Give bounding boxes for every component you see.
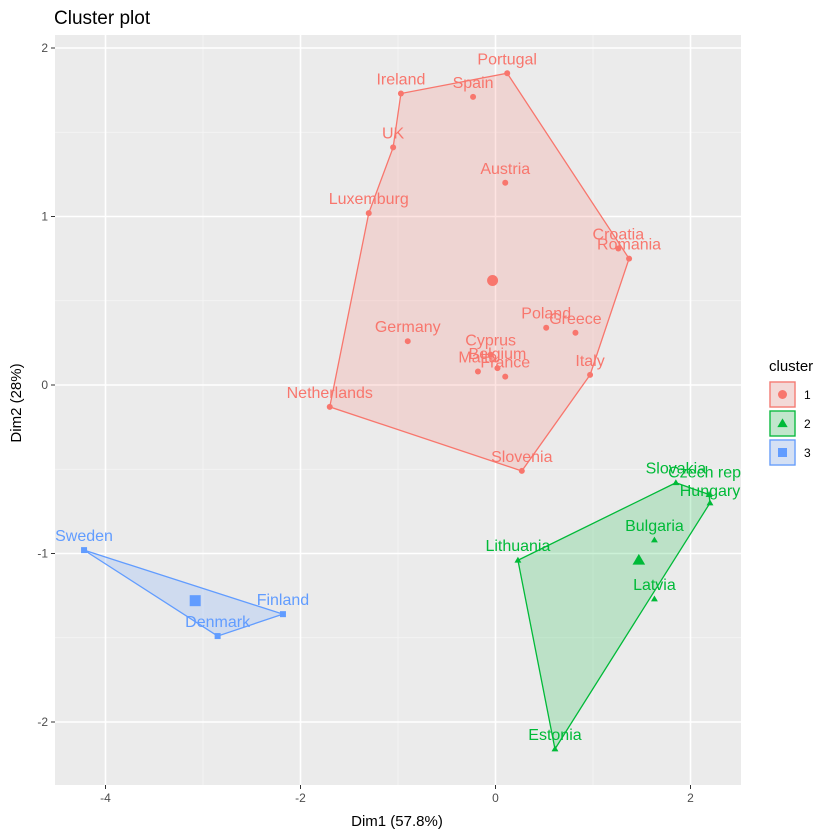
legend: cluster 1 2 3 <box>769 358 813 466</box>
data-point <box>514 556 522 563</box>
legend-title: cluster <box>769 358 813 375</box>
data-point <box>474 368 481 375</box>
x-tick-label: -2 <box>295 791 306 805</box>
legend-label: 2 <box>804 417 811 431</box>
legend-key-marker <box>778 448 787 457</box>
point-label: Greece <box>549 311 602 328</box>
data-point <box>551 745 559 752</box>
point-label: Lithuania <box>485 538 550 555</box>
y-tick-label: -2 <box>37 715 48 729</box>
data-point <box>214 633 221 640</box>
data-point <box>404 338 411 345</box>
point-label: Latvia <box>633 577 676 594</box>
cluster-hull-2 <box>517 482 711 751</box>
y-tick-label: -1 <box>37 547 48 561</box>
data-point <box>487 351 494 358</box>
y-tick-label: 0 <box>41 378 48 392</box>
point-label: Bulgaria <box>625 518 684 535</box>
data-point <box>279 611 286 618</box>
point-label: Slovakia <box>646 461 707 478</box>
point-label: Poland <box>521 306 571 323</box>
data-point <box>650 536 658 543</box>
x-tick-label: 2 <box>687 791 694 805</box>
data-point <box>81 547 88 554</box>
point-label: Italy <box>575 353 604 370</box>
x-tick-label: 0 <box>492 791 499 805</box>
cluster-center <box>487 275 499 287</box>
data-point <box>397 90 404 97</box>
point-label: Denmark <box>185 614 251 631</box>
chart-title: Cluster plot <box>54 8 151 29</box>
point-label: Portugal <box>477 51 537 68</box>
point-label: Croatia <box>593 227 645 244</box>
data-point <box>470 93 477 100</box>
point-label: Belgium <box>469 346 527 363</box>
legend-key-marker <box>777 418 788 428</box>
point-label: Netherlands <box>287 385 373 402</box>
point-label: UK <box>382 125 405 142</box>
panel-contents: Portugal Ireland Spain UK Austria Luxemburg Cr… <box>55 35 750 785</box>
point-label: Slovenia <box>491 449 552 466</box>
point-label: Spain <box>453 75 494 92</box>
y-tick-label: 1 <box>41 210 48 224</box>
point-label: Cyprus <box>465 333 516 350</box>
data-point <box>650 595 658 602</box>
point-label: Luxemburg <box>329 191 409 208</box>
data-point <box>672 479 680 486</box>
data-point <box>518 467 525 474</box>
point-label: Malta <box>458 350 497 367</box>
data-point <box>504 70 511 77</box>
point-label: France <box>480 355 530 372</box>
point-label: Finland <box>257 592 309 609</box>
data-point <box>365 210 372 217</box>
legend-key-marker <box>778 390 787 399</box>
point-label: Austria <box>480 161 530 178</box>
point-label: Czech repu <box>668 465 750 482</box>
legend-label: 1 <box>804 388 811 402</box>
point-label: Estonia <box>528 727 581 744</box>
data-point <box>494 365 501 372</box>
data-point <box>626 255 633 262</box>
data-point <box>705 491 713 497</box>
data-point <box>615 245 622 252</box>
data-point <box>502 373 509 380</box>
cluster-center <box>189 595 201 607</box>
data-point <box>543 324 550 331</box>
data-point <box>502 179 509 186</box>
data-point <box>587 371 594 378</box>
x-axis-title: Dim1 (57.8%) <box>351 813 443 830</box>
data-point <box>572 329 579 336</box>
point-label: Germany <box>375 319 441 336</box>
point-label: Ireland <box>376 71 425 88</box>
plot-panel: Portugal Ireland Spain UK Austria Luxemburg Cr… <box>55 35 750 785</box>
legend-label: 3 <box>804 446 811 460</box>
y-axis-title: Dim2 (28%) <box>8 363 25 442</box>
data-point <box>390 144 397 151</box>
cluster-center <box>632 553 646 565</box>
y-tick-label: 2 <box>41 41 48 55</box>
point-label: Hungary <box>680 483 740 500</box>
data-point <box>326 403 333 410</box>
point-label: Sweden <box>55 528 113 545</box>
cluster-hull-3 <box>83 549 286 637</box>
point-label: Romania <box>597 237 661 254</box>
data-point <box>706 499 714 506</box>
x-tick-label: -4 <box>100 791 111 805</box>
